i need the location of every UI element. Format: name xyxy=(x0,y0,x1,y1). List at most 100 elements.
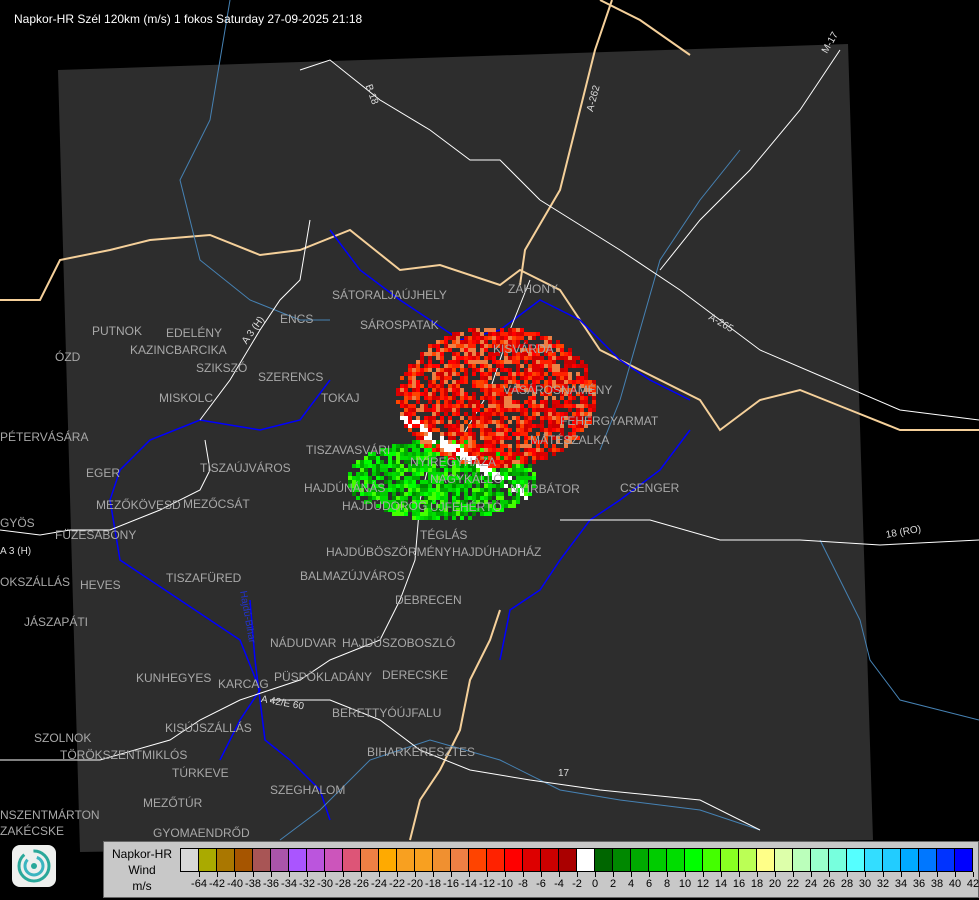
radar-echo-pixel xyxy=(560,448,564,452)
radar-echo-pixel xyxy=(456,456,460,460)
radar-echo-pixel xyxy=(524,452,528,456)
radar-echo-pixel xyxy=(428,424,432,428)
radar-echo-pixel xyxy=(552,408,556,412)
radar-echo-pixel xyxy=(412,484,416,488)
radar-echo-pixel xyxy=(484,408,488,412)
radar-echo-pixel xyxy=(440,440,444,444)
radar-echo-pixel xyxy=(524,476,528,480)
radar-echo-pixel xyxy=(472,500,476,504)
radar-echo-pixel xyxy=(376,456,380,460)
radar-echo-pixel xyxy=(552,364,556,368)
radar-echo-pixel xyxy=(448,372,452,376)
radar-echo-pixel xyxy=(408,380,412,384)
radar-echo-pixel xyxy=(404,448,408,452)
city-label: SZERENCS xyxy=(258,370,324,384)
radar-echo-pixel xyxy=(496,372,500,376)
city-label: NYÍREGYHÁZA xyxy=(410,455,497,469)
radar-echo-pixel xyxy=(536,452,540,456)
radar-echo-pixel xyxy=(416,456,420,460)
radar-echo-pixel xyxy=(556,440,560,444)
radar-echo-pixel xyxy=(484,464,488,468)
radar-echo-pixel xyxy=(584,400,588,404)
radar-echo-pixel xyxy=(476,332,480,336)
radar-echo-pixel xyxy=(444,348,448,352)
radar-echo-pixel xyxy=(484,480,488,484)
radar-echo-pixel xyxy=(420,460,424,464)
radar-echo-pixel xyxy=(556,376,560,380)
radar-echo-pixel xyxy=(388,456,392,460)
legend-swatch xyxy=(613,849,631,871)
radar-echo-pixel xyxy=(504,500,508,504)
radar-echo-pixel xyxy=(496,440,500,444)
legend-tick xyxy=(793,872,794,877)
radar-echo-pixel xyxy=(384,448,388,452)
radar-echo-pixel xyxy=(440,392,444,396)
radar-echo-pixel xyxy=(544,412,548,416)
radar-echo-pixel xyxy=(468,404,472,408)
radar-echo-pixel xyxy=(440,464,444,468)
radar-echo-pixel xyxy=(540,448,544,452)
radar-echo-pixel xyxy=(408,372,412,376)
radar-echo-pixel xyxy=(516,496,520,500)
radar-echo-pixel xyxy=(592,384,596,388)
radar-echo-pixel xyxy=(416,368,420,372)
radar-echo-pixel xyxy=(412,452,416,456)
radar-echo-pixel xyxy=(564,412,568,416)
radar-echo-pixel xyxy=(504,392,508,396)
radar-echo-pixel xyxy=(488,328,492,332)
radar-echo-pixel xyxy=(564,372,568,376)
radar-echo-pixel xyxy=(476,336,480,340)
radar-echo-pixel xyxy=(420,420,424,424)
radar-echo-pixel xyxy=(496,408,500,412)
radar-echo-pixel xyxy=(460,440,464,444)
radar-echo-pixel xyxy=(452,364,456,368)
radar-echo-pixel xyxy=(416,516,420,520)
radar-echo-pixel xyxy=(552,372,556,376)
radar-echo-pixel xyxy=(452,388,456,392)
radar-echo-pixel xyxy=(544,396,548,400)
radar-echo-pixel xyxy=(416,420,420,424)
radar-echo-pixel xyxy=(456,388,460,392)
radar-echo-pixel xyxy=(472,472,476,476)
legend-tick-label: -12 xyxy=(479,878,495,890)
legend-tick xyxy=(271,872,272,877)
radar-echo-pixel xyxy=(552,444,556,448)
radar-echo-pixel xyxy=(572,384,576,388)
radar-echo-pixel xyxy=(496,344,500,348)
radar-echo-pixel xyxy=(404,492,408,496)
radar-echo-pixel xyxy=(508,456,512,460)
radar-echo-pixel xyxy=(360,488,364,492)
river xyxy=(599,149,741,451)
radar-echo-pixel xyxy=(512,328,516,332)
legend-tick-label: -32 xyxy=(299,878,315,890)
radar-echo-pixel xyxy=(472,432,476,436)
radar-echo-pixel xyxy=(592,396,596,400)
radar-echo-pixel xyxy=(544,452,548,456)
radar-echo-pixel xyxy=(352,488,356,492)
radar-echo-pixel xyxy=(464,360,468,364)
legend-swatch xyxy=(415,849,433,871)
radar-echo-pixel xyxy=(416,400,420,404)
radar-echo-pixel xyxy=(404,372,408,376)
radar-echo-pixel xyxy=(528,348,532,352)
radar-echo-pixel xyxy=(588,380,592,384)
radar-echo-pixel xyxy=(540,456,544,460)
legend-swatch xyxy=(343,849,361,871)
radar-echo-pixel xyxy=(560,368,564,372)
radar-echo-pixel xyxy=(528,388,532,392)
radar-echo-pixel xyxy=(492,408,496,412)
radar-echo-pixel xyxy=(404,476,408,480)
radar-echo-pixel xyxy=(392,508,396,512)
radar-echo-pixel xyxy=(432,412,436,416)
city-label: GYOMAENDRŐD xyxy=(153,826,250,840)
radar-echo-pixel xyxy=(404,444,408,448)
radar-echo-pixel xyxy=(592,392,596,396)
radar-echo-pixel xyxy=(476,508,480,512)
radar-echo-pixel xyxy=(576,356,580,360)
city-label: SÁROSPATAK xyxy=(360,318,439,332)
radar-echo-pixel xyxy=(476,448,480,452)
radar-echo-pixel xyxy=(576,364,580,368)
radar-echo-pixel xyxy=(592,408,596,412)
radar-echo-pixel xyxy=(528,420,532,424)
